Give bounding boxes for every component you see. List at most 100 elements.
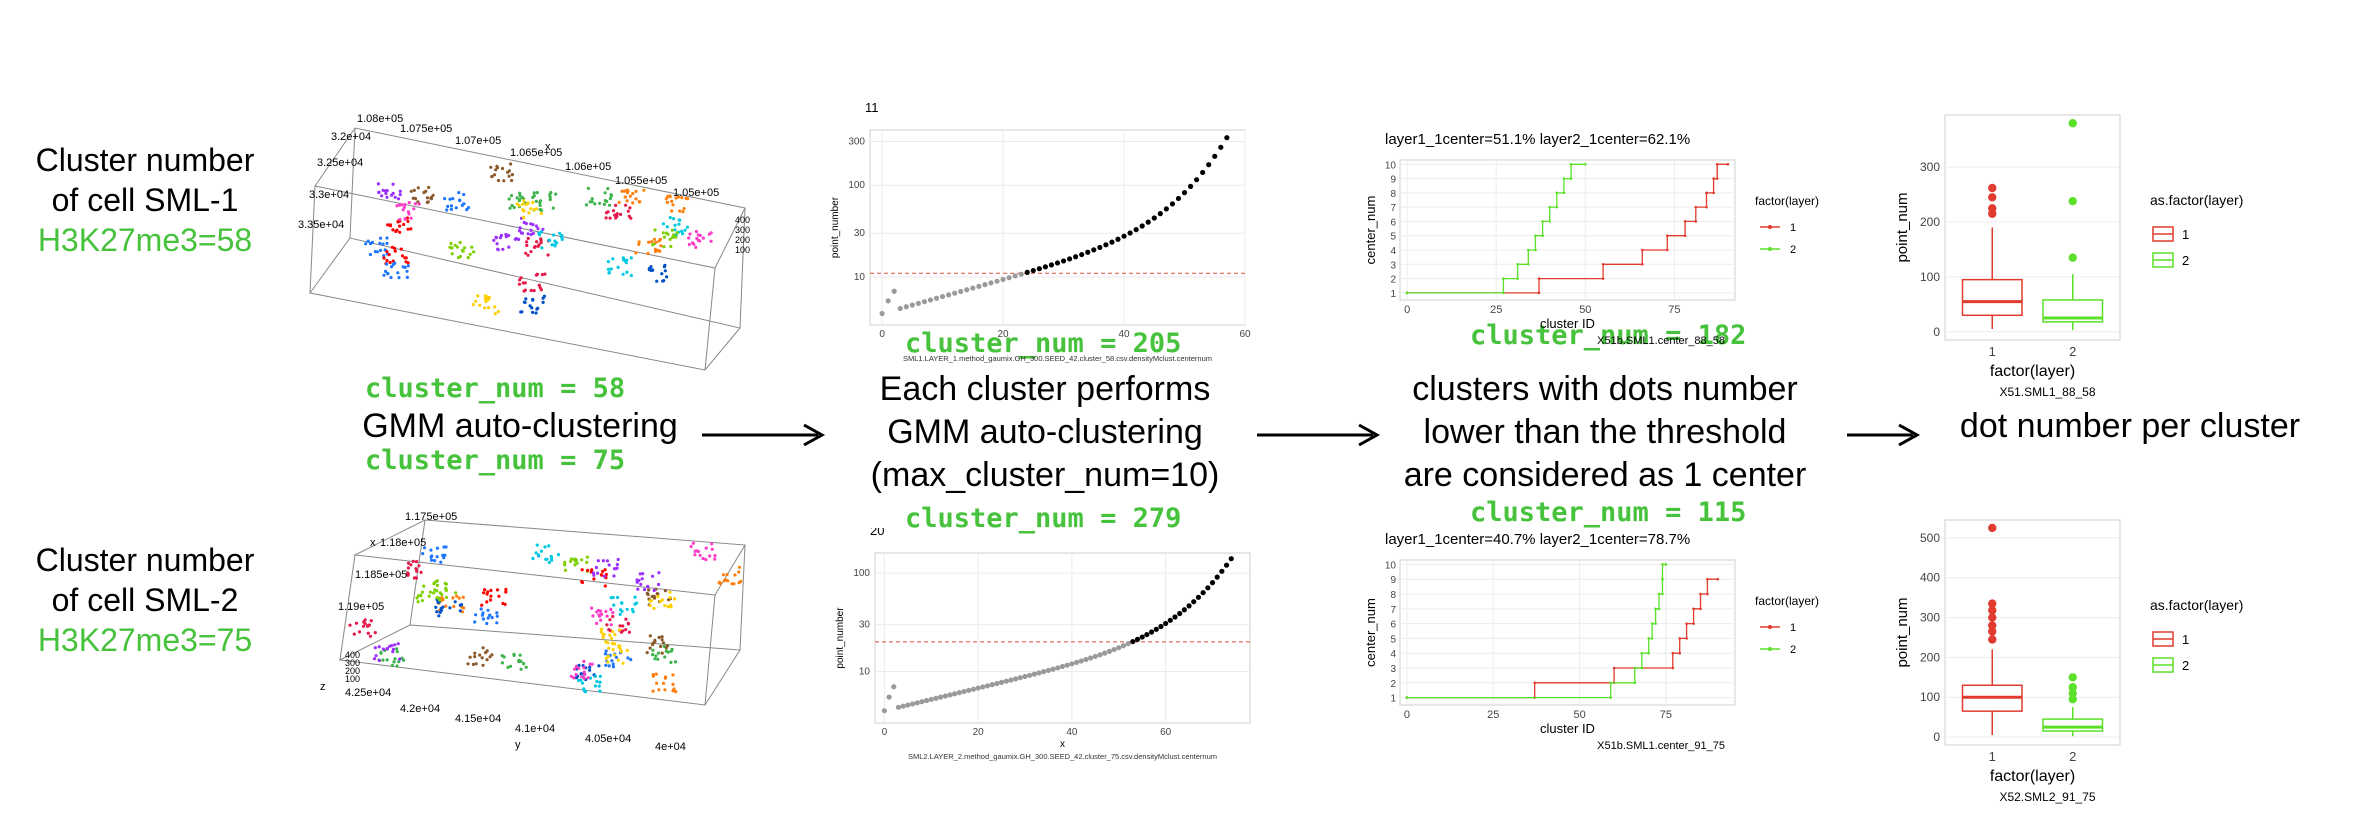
data-point: [615, 562, 619, 567]
data-point: [1103, 242, 1109, 248]
data-point: [615, 212, 619, 216]
data-point: [486, 616, 490, 620]
data-point: [385, 241, 389, 245]
chart-title: 11: [865, 100, 879, 115]
data-point: [621, 624, 625, 628]
data-point: [449, 241, 453, 246]
tick-label: 300: [1920, 160, 1940, 174]
data-point: [486, 608, 490, 612]
data-point: [601, 635, 605, 640]
data-point: [580, 568, 584, 572]
data-point: [489, 588, 493, 592]
data-point: [885, 298, 891, 304]
center-num-chart-sml2: 0 25 50 75 1 2 3 4 5 6 7 8 9 10 layer1_1center=40.7% l…: [1363, 531, 1819, 752]
x-axis-label: cluster ID: [1540, 721, 1595, 736]
data-point: [559, 235, 563, 239]
data-point: [614, 655, 618, 659]
data-point: [694, 245, 698, 249]
data-point: [1205, 585, 1211, 591]
data-point: [654, 240, 658, 244]
tick-label: 5: [1390, 634, 1396, 645]
data-point: [397, 660, 401, 664]
chart-caption: X51b.SML1.center_91_75: [1597, 740, 1725, 752]
data-point: [1534, 234, 1537, 238]
data-point: [1548, 220, 1551, 223]
axis-label-z: z: [320, 681, 326, 693]
data-point: [381, 188, 385, 192]
data-point: [1169, 201, 1176, 207]
data-point: [648, 603, 652, 608]
data-point: [435, 610, 439, 614]
data-point: [603, 191, 607, 195]
data-point: [1224, 135, 1230, 141]
data-point: [521, 281, 525, 285]
outlier-point: [1988, 523, 1997, 533]
data-point: [515, 196, 519, 200]
data-point: [577, 666, 581, 670]
data-point: [1083, 656, 1089, 663]
tick-label: 200: [1920, 215, 1940, 229]
axis-label-y: y: [515, 739, 521, 751]
data-point: [385, 195, 389, 199]
data-point: [588, 200, 592, 204]
data-point: [539, 238, 543, 242]
data-point: [600, 573, 604, 577]
data-point: [1125, 641, 1131, 647]
data-point: [480, 613, 484, 617]
data-point: [647, 240, 651, 244]
data-point: [413, 197, 418, 201]
data-point: [403, 265, 407, 269]
data-point: [1120, 643, 1127, 649]
data-point: [609, 267, 613, 271]
data-point: [536, 227, 540, 231]
data-point: [653, 249, 658, 254]
data-point: [441, 605, 445, 609]
data-point: [956, 690, 962, 696]
data-point: [671, 682, 675, 686]
data-point: [426, 200, 430, 204]
data-point: [419, 570, 423, 574]
data-point: [428, 590, 432, 594]
data-point: [939, 293, 946, 300]
outlier-point: [1988, 621, 1997, 630]
data-point: [627, 630, 631, 634]
data-point: [395, 647, 399, 651]
data-point: [1194, 177, 1200, 183]
data-point: [665, 644, 669, 648]
data-point: [1609, 696, 1612, 699]
data-point: [607, 646, 611, 650]
data-point: [582, 676, 586, 680]
tick-label: 3.3e+04: [309, 189, 349, 201]
data-point: [604, 663, 608, 667]
data-point: [989, 682, 995, 688]
data-point: [390, 193, 394, 197]
data-point: [517, 229, 522, 233]
row-label-line2: of cell SML-2: [51, 582, 239, 618]
box-frame: [309, 127, 746, 371]
tick-label: 1.185e+05: [355, 569, 407, 581]
data-point: [484, 299, 488, 303]
data-point: [609, 607, 613, 611]
data-point: [673, 223, 677, 227]
data-point: [443, 197, 447, 201]
data-point: [628, 194, 632, 198]
data-point: [577, 663, 581, 667]
data-point: [460, 248, 464, 252]
data-point: [604, 640, 608, 644]
data-point: [1200, 169, 1206, 176]
data-point: [593, 674, 597, 678]
data-point: [1175, 195, 1182, 202]
data-point: [432, 591, 436, 595]
data-point: [698, 239, 702, 243]
data-point: [648, 646, 652, 650]
data-point: [1678, 637, 1682, 640]
arrow-1: [702, 423, 826, 447]
tick-label: 75: [1660, 709, 1672, 721]
data-point: [481, 617, 485, 621]
data-point: [642, 188, 646, 192]
tick-label: 30: [859, 620, 871, 631]
y-axis-label: center_num: [1363, 598, 1378, 667]
data-point: [625, 270, 629, 274]
data-point: [691, 541, 695, 545]
